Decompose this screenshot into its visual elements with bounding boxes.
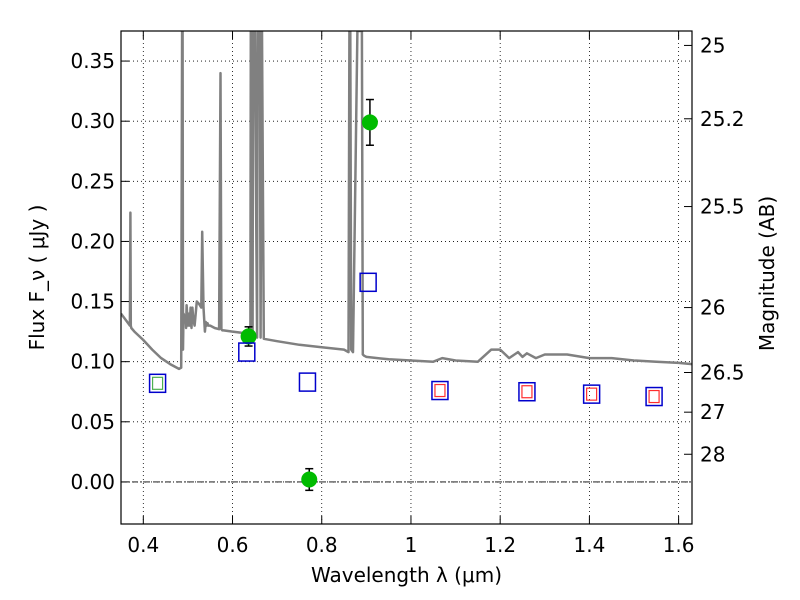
model-spectrum-line [121, 31, 692, 371]
model-flux-square [582, 384, 601, 404]
right-tick-label: 26 [700, 296, 725, 320]
x-tick-label: 1 [405, 533, 418, 557]
right-tick-label: 25 [700, 33, 725, 57]
x-tick-label: 0.6 [217, 533, 249, 557]
plot-frame [120, 30, 693, 525]
y-tick-label: 0.20 [70, 229, 115, 253]
filter-flux-square [151, 376, 164, 390]
model-flux-square [431, 380, 449, 401]
x-tick-label: 0.8 [306, 533, 338, 557]
model-flux-square [298, 372, 317, 392]
plot-layer [121, 31, 692, 492]
right-tick-label: 26.5 [700, 360, 745, 384]
model-flux-square [238, 342, 256, 362]
x-tick-label: 1.4 [573, 533, 605, 557]
y-axis-label: Flux F_ν ( μJy ) [25, 205, 49, 351]
right-tick-label: 25.5 [700, 195, 745, 219]
y-tick-label: 0.05 [70, 410, 115, 434]
grid-layer [121, 31, 692, 524]
observed-flux-point [240, 328, 257, 345]
model-flux-square [359, 272, 377, 293]
y-tick-label: 0.25 [70, 169, 115, 193]
right-tick-label: 25.2 [700, 107, 745, 131]
model-flux-square [645, 386, 663, 407]
filter-flux-square [586, 387, 598, 401]
filter-flux-square [648, 389, 660, 404]
y-tick-label: 0.10 [70, 350, 115, 374]
x-axis-label: Wavelength λ (μm) [311, 563, 502, 587]
filter-flux-square [434, 383, 446, 398]
y-right-axis-label: Magnitude (AB) [755, 196, 779, 351]
observed-flux-point [361, 114, 378, 131]
y-tick-label: 0.15 [70, 290, 115, 314]
observed-flux-point [301, 471, 318, 488]
model-flux-square [518, 381, 536, 402]
y-tick-label: 0.35 [70, 49, 115, 73]
right-tick-label: 27 [700, 400, 725, 424]
ticks-layer: 0.4 0.6 0.8 1 1.2 1.4 1.6 0.00 0.05 0.10 0.15 0.20 0… [70, 31, 745, 557]
y-tick-label: 0.00 [70, 470, 115, 494]
model-flux-square [148, 373, 167, 394]
filter-flux-square [521, 385, 533, 399]
x-tick-label: 0.4 [127, 533, 159, 557]
x-tick-label: 1.2 [484, 533, 516, 557]
right-tick-label: 28 [700, 442, 725, 466]
y-tick-label: 0.30 [70, 109, 115, 133]
x-tick-label: 1.6 [663, 533, 695, 557]
